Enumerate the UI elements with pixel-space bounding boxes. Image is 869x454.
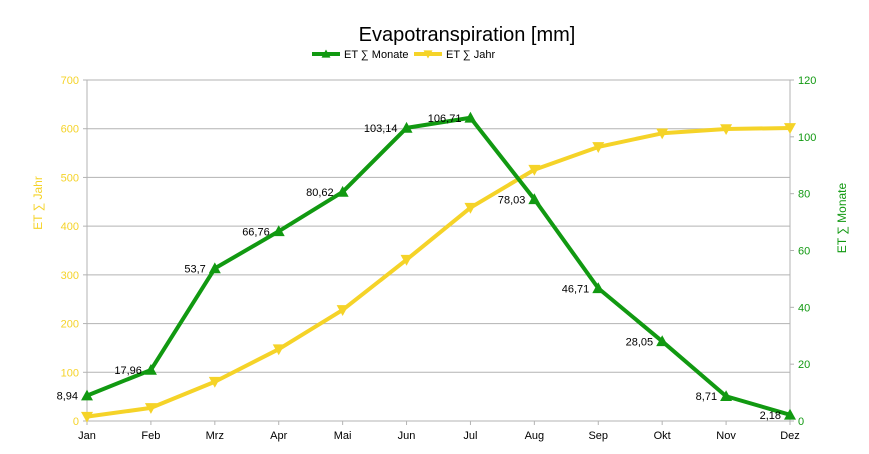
left-tick-label: 600 [61, 124, 79, 136]
left-tick-label: 0 [73, 416, 79, 428]
series-jahr-point [272, 344, 285, 356]
data-label-monate: 80,62 [306, 187, 334, 199]
x-tick-label: Jun [398, 430, 416, 442]
right-axis-ticks: 0 20 40 60 80 100 120 [790, 75, 816, 428]
series-monate-point [592, 282, 605, 294]
legend-label-monate: ET ∑ Monate [344, 49, 409, 61]
data-label-monate: 66,76 [242, 226, 270, 238]
data-labels: 8,94 17,96 53,7 66,76 80,62 103,14 106,71 78,03… [57, 113, 781, 422]
data-label-monate: 46,71 [562, 283, 590, 295]
left-tick-label: 500 [61, 172, 79, 184]
left-tick-label: 400 [61, 221, 79, 233]
right-tick-label: 0 [798, 416, 804, 428]
data-label-monate: 28,05 [626, 336, 654, 348]
series-jahr-point [208, 376, 221, 388]
data-label-monate: 8,94 [57, 391, 78, 403]
data-label-monate: 53,7 [184, 263, 205, 275]
series-monate-point [400, 121, 413, 133]
x-tick-label: Jan [78, 430, 96, 442]
x-tick-label: Dez [780, 430, 800, 442]
series-jahr-point [592, 142, 605, 153]
x-tick-label: Feb [141, 430, 160, 442]
right-tick-label: 60 [798, 246, 810, 258]
x-axis-ticks: Jan Feb Mrz Apr Mai Jun Jul Aug Sep Okt Nov Dez [78, 421, 800, 442]
legend-item-monate: ET ∑ Monate [312, 49, 409, 61]
x-tick-label: Sep [588, 430, 608, 442]
data-label-monate: 2,18 [760, 410, 781, 422]
left-tick-label: 700 [61, 75, 79, 87]
x-tick-label: Mai [334, 430, 352, 442]
right-tick-label: 20 [798, 359, 810, 371]
series-monate-point [81, 389, 93, 401]
left-tick-label: 100 [61, 367, 79, 379]
series-monate-point [528, 193, 541, 205]
series-jahr-point [528, 164, 541, 176]
left-tick-label: 200 [61, 319, 79, 331]
left-axis-title: ET ∑ Jahr [31, 176, 45, 230]
right-tick-label: 120 [798, 75, 816, 87]
data-label-monate: 78,03 [498, 194, 526, 206]
series-jahr [81, 123, 796, 423]
x-tick-label: Apr [270, 430, 287, 442]
series-monate-point [272, 225, 285, 237]
series-jahr-point [656, 128, 669, 140]
left-axis-ticks: 0 100 200 300 400 500 600 700 [61, 75, 87, 428]
series-monate [81, 111, 796, 420]
x-tick-label: Aug [525, 430, 545, 442]
x-tick-label: Jul [463, 430, 477, 442]
legend-label-jahr: ET ∑ Jahr [446, 49, 496, 61]
right-tick-label: 80 [798, 189, 810, 201]
series-jahr-point [81, 411, 93, 423]
legend-item-jahr: ET ∑ Jahr [414, 49, 496, 61]
right-axis-title: ET ∑ Monate [835, 182, 849, 253]
x-tick-label: Okt [654, 430, 671, 442]
series-monate-point [656, 335, 669, 347]
series-jahr-point [336, 305, 349, 316]
series-jahr-point [464, 202, 477, 214]
series-monate-line [86, 115, 791, 417]
series-jahr-point [144, 403, 157, 414]
legend-marker-monate [321, 49, 331, 58]
right-tick-label: 100 [798, 132, 816, 144]
series-monate-point [144, 363, 157, 375]
data-label-monate: 106,71 [428, 113, 462, 125]
series-monate-point [208, 262, 221, 274]
left-tick-label: 300 [61, 270, 79, 282]
series-jahr-point [400, 254, 413, 266]
series-jahr-point [720, 124, 733, 136]
x-tick-label: Nov [716, 430, 736, 442]
legend: ET ∑ Monate ET ∑ Jahr [312, 49, 496, 61]
series-monate-point [784, 408, 796, 420]
data-label-monate: 8,71 [696, 391, 717, 403]
series-monate-point [464, 111, 477, 123]
right-tick-label: 40 [798, 302, 810, 314]
data-label-monate: 103,14 [364, 123, 398, 135]
data-label-monate: 17,96 [114, 365, 142, 377]
x-tick-label: Mrz [206, 430, 224, 442]
chart-title: Evapotranspiration [mm] [359, 24, 576, 46]
series-monate-point [336, 185, 349, 197]
series-jahr-point [784, 123, 796, 134]
legend-marker-jahr [423, 50, 433, 59]
series-jahr-line [86, 125, 791, 419]
series-monate-point [720, 390, 733, 402]
